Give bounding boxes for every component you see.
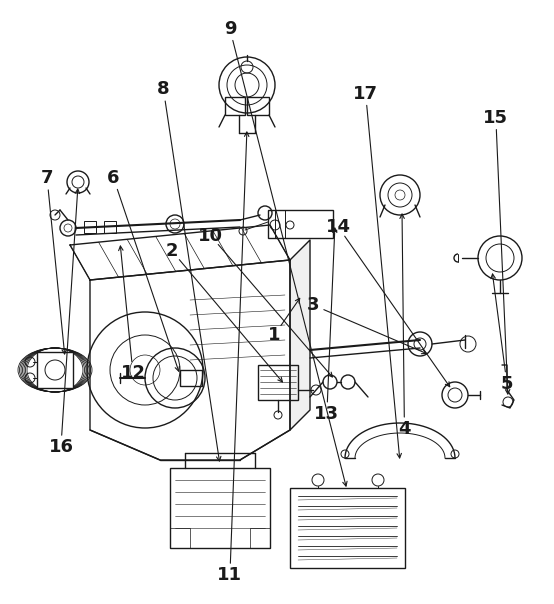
Text: 3: 3: [307, 296, 319, 314]
Text: 6: 6: [107, 169, 120, 187]
Text: 9: 9: [224, 20, 236, 38]
Text: 11: 11: [217, 566, 243, 584]
Polygon shape: [290, 240, 310, 430]
Bar: [180, 370, 202, 386]
Bar: [290, 488, 405, 568]
Polygon shape: [90, 260, 290, 460]
Text: 14: 14: [325, 217, 351, 236]
Text: 15: 15: [483, 109, 509, 127]
Bar: [104, 221, 116, 233]
Text: 5: 5: [501, 374, 513, 393]
Text: 13: 13: [314, 405, 340, 423]
Bar: [268, 210, 333, 238]
Text: 4: 4: [398, 420, 411, 438]
Text: 2: 2: [166, 242, 178, 260]
Text: 7: 7: [41, 169, 53, 187]
Bar: [247, 97, 269, 115]
Text: 1: 1: [268, 326, 280, 344]
Bar: [258, 365, 298, 400]
Text: 10: 10: [198, 226, 223, 245]
Bar: [225, 97, 245, 115]
Bar: [170, 468, 270, 548]
Text: 8: 8: [157, 80, 170, 98]
Text: 16: 16: [48, 438, 74, 456]
Bar: [37, 352, 73, 388]
Bar: [250, 528, 270, 548]
Polygon shape: [70, 225, 290, 280]
Text: 12: 12: [120, 364, 146, 382]
Bar: [84, 221, 96, 233]
Text: 17: 17: [353, 85, 378, 103]
Bar: [170, 528, 190, 548]
